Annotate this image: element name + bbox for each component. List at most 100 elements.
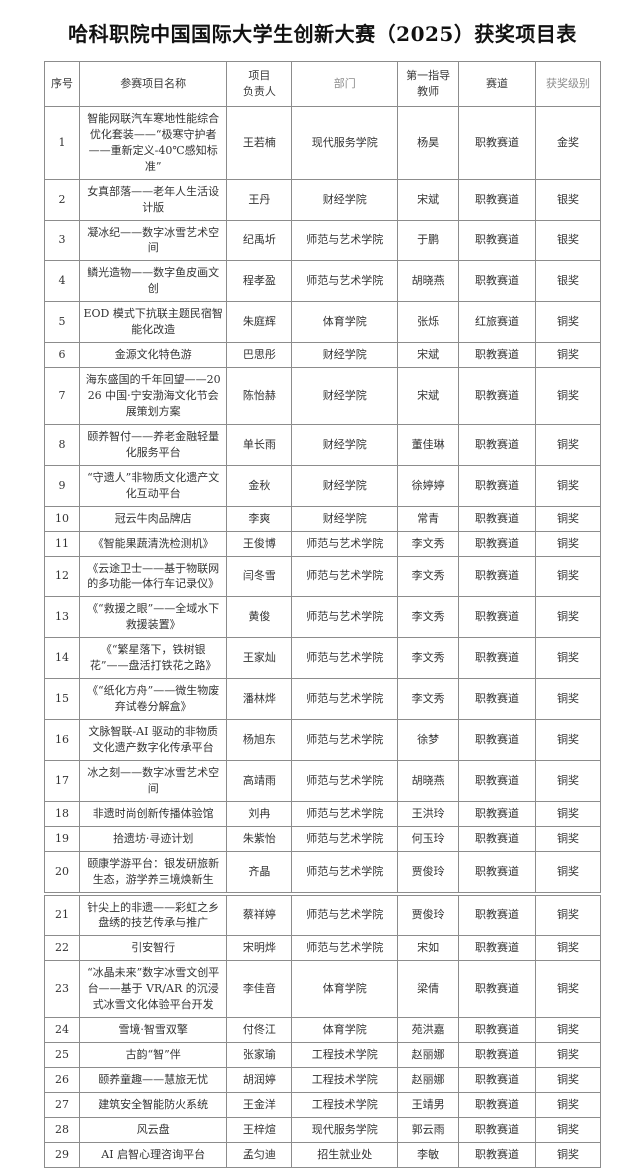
cell-award-level: 银奖	[534, 178, 602, 221]
cell-award-level: 铜奖	[534, 893, 602, 937]
cell-project-leader: 王金洋	[226, 1091, 293, 1118]
cell-serial-number: 17	[43, 759, 81, 802]
table-row: 25 古韵“智”伴 张家瑜 工程技术学院 赵丽娜 职教赛道 铜奖	[43, 1042, 602, 1068]
cell-project-name: AI 启智心理咨询平台	[79, 1141, 228, 1168]
cell-award-level: 铜奖	[534, 1141, 602, 1168]
cell-award-level: 铜奖	[534, 423, 602, 466]
cell-project-leader: 程孝盈	[226, 260, 293, 303]
table-body: 1 智能网联汽车寒地性能综合优化套装——“极寒守护者——重新定义-40℃感知标准…	[43, 105, 602, 1168]
header-project-name: 参赛项目名称	[79, 61, 228, 107]
cell-department: 师范与艺术学院	[291, 555, 399, 598]
cell-project-leader: 李爽	[226, 505, 293, 532]
cell-track: 职教赛道	[458, 530, 536, 557]
cell-project-leader: 朱紫怡	[226, 825, 293, 852]
cell-project-name: 海东盛国的千年回望——2026 中国·宁安渤海文化节会展策划方案	[79, 367, 228, 425]
cell-department: 财经学院	[291, 464, 399, 507]
table-row: 17 冰之刻——数字冰雪艺术空间 高靖雨 师范与艺术学院 胡晓燕 职教赛道 铜奖	[43, 759, 602, 802]
cell-department: 财经学院	[291, 367, 399, 425]
cell-award-level: 铜奖	[534, 1017, 602, 1044]
cell-serial-number: 10	[43, 505, 81, 532]
cell-first-advisor: 李文秀	[397, 555, 460, 598]
cell-track: 职教赛道	[458, 850, 536, 896]
cell-department: 师范与艺术学院	[291, 260, 399, 303]
cell-department: 师范与艺术学院	[291, 596, 399, 639]
cell-track: 职教赛道	[458, 637, 536, 680]
cell-serial-number: 20	[43, 850, 81, 896]
cell-project-leader: 付佟江	[226, 1017, 293, 1044]
cell-department: 师范与艺术学院	[291, 637, 399, 680]
cell-project-name: 凝冰纪——数字冰雪艺术空间	[79, 219, 228, 262]
cell-award-level: 铜奖	[534, 1116, 602, 1143]
cell-track: 职教赛道	[458, 342, 536, 369]
cell-first-advisor: 李文秀	[397, 678, 460, 720]
award-project-table: 序号 参赛项目名称 项目 负责人 部门 第一指导 教师 赛道 获奖级别 1 智能…	[43, 61, 602, 1168]
cell-track: 职教赛道	[458, 555, 536, 598]
cell-project-leader: 高靖雨	[226, 759, 293, 802]
cell-award-level: 铜奖	[534, 464, 602, 507]
header-track: 赛道	[458, 61, 536, 107]
cell-project-leader: 金秋	[226, 464, 293, 507]
cell-award-level: 铜奖	[534, 759, 602, 802]
cell-first-advisor: 王洪玲	[397, 800, 460, 827]
cell-project-name: 建筑安全智能防火系统	[79, 1091, 228, 1118]
cell-serial-number: 23	[43, 960, 81, 1019]
cell-project-name: 古韵“智”伴	[79, 1042, 228, 1068]
cell-award-level: 铜奖	[534, 530, 602, 557]
cell-first-advisor: 贾俊玲	[397, 850, 460, 896]
cell-award-level: 铜奖	[534, 678, 602, 720]
cell-project-name: 《云途卫士——基于物联网的多功能一体行车记录仪》	[79, 555, 228, 598]
cell-project-name: 拾遗坊·寻迹计划	[79, 825, 228, 852]
cell-award-level: 铜奖	[534, 935, 602, 962]
cell-award-level: 银奖	[534, 260, 602, 303]
table-row: 26 颐养童趣——慧旅无忧 胡润婷 工程技术学院 赵丽娜 职教赛道 铜奖	[43, 1067, 602, 1093]
cell-first-advisor: 何玉玲	[397, 825, 460, 852]
cell-serial-number: 21	[43, 893, 81, 937]
cell-department: 师范与艺术学院	[291, 893, 399, 937]
cell-project-name: 《“繁星落下，铁树银花”——盘活打铁花之路》	[79, 637, 228, 680]
cell-project-leader: 黄俊	[226, 596, 293, 639]
cell-project-leader: 王若楠	[226, 105, 293, 180]
cell-department: 财经学院	[291, 342, 399, 369]
cell-project-leader: 齐晶	[226, 850, 293, 896]
cell-first-advisor: 胡晓燕	[397, 260, 460, 303]
cell-first-advisor: 徐婷婷	[397, 464, 460, 507]
cell-first-advisor: 李文秀	[397, 530, 460, 557]
table-row: 14 《“繁星落下，铁树银花”——盘活打铁花之路》 王家灿 师范与艺术学院 李文…	[43, 637, 602, 680]
cell-project-name: EOD 模式下抗联主题民宿智能化改造	[79, 301, 228, 344]
cell-track: 职教赛道	[458, 719, 536, 761]
table-row: 7 海东盛国的千年回望——2026 中国·宁安渤海文化节会展策划方案 陈怡赫 财…	[43, 367, 602, 425]
table-row: 13 《“救援之眼”——全域水下救援装置》 黄俊 师范与艺术学院 李文秀 职教赛…	[43, 596, 602, 639]
cell-serial-number: 16	[43, 719, 81, 761]
cell-serial-number: 11	[43, 530, 81, 557]
cell-project-leader: 李佳音	[226, 960, 293, 1019]
cell-project-leader: 巴思彤	[226, 342, 293, 369]
cell-award-level: 铜奖	[534, 555, 602, 598]
header-award-level: 获奖级别	[534, 61, 602, 107]
cell-first-advisor: 董佳琳	[397, 423, 460, 466]
cell-first-advisor: 徐梦	[397, 719, 460, 761]
cell-serial-number: 25	[43, 1042, 81, 1068]
cell-first-advisor: 宋斌	[397, 342, 460, 369]
cell-award-level: 铜奖	[534, 850, 602, 896]
table-row: 3 凝冰纪——数字冰雪艺术空间 纪禹圻 师范与艺术学院 于鹏 职教赛道 银奖	[43, 219, 602, 262]
cell-project-name: 冰之刻——数字冰雪艺术空间	[79, 759, 228, 802]
cell-award-level: 铜奖	[534, 637, 602, 680]
cell-first-advisor: 李敏	[397, 1141, 460, 1168]
cell-first-advisor: 常青	[397, 505, 460, 532]
cell-first-advisor: 杨昊	[397, 105, 460, 180]
cell-project-name: 风云盘	[79, 1116, 228, 1143]
cell-department: 现代服务学院	[291, 1116, 399, 1143]
cell-project-name: 女真部落——老年人生活设计版	[79, 178, 228, 221]
header-serial-number: 序号	[43, 61, 81, 107]
cell-track: 职教赛道	[458, 1017, 536, 1044]
cell-award-level: 铜奖	[534, 367, 602, 425]
cell-project-name: “冰晶未来”数字冰雪文创平台——基于 VR/AR 的沉浸式冰雪文化体验平台开发	[79, 960, 228, 1019]
cell-first-advisor: 于鹏	[397, 219, 460, 262]
table-header-row: 序号 参赛项目名称 项目 负责人 部门 第一指导 教师 赛道 获奖级别	[43, 61, 602, 107]
table-row: 21 针尖上的非遗——彩虹之乡盘绣的技艺传承与推广 蔡祥婷 师范与艺术学院 贾俊…	[43, 893, 602, 937]
cell-project-leader: 闫冬雪	[226, 555, 293, 598]
table-row: 10 冠云牛肉品牌店 李爽 财经学院 常青 职教赛道 铜奖	[43, 505, 602, 532]
table-row: 2 女真部落——老年人生活设计版 王丹 财经学院 宋斌 职教赛道 银奖	[43, 178, 602, 221]
cell-track: 职教赛道	[458, 464, 536, 507]
cell-first-advisor: 宋斌	[397, 367, 460, 425]
